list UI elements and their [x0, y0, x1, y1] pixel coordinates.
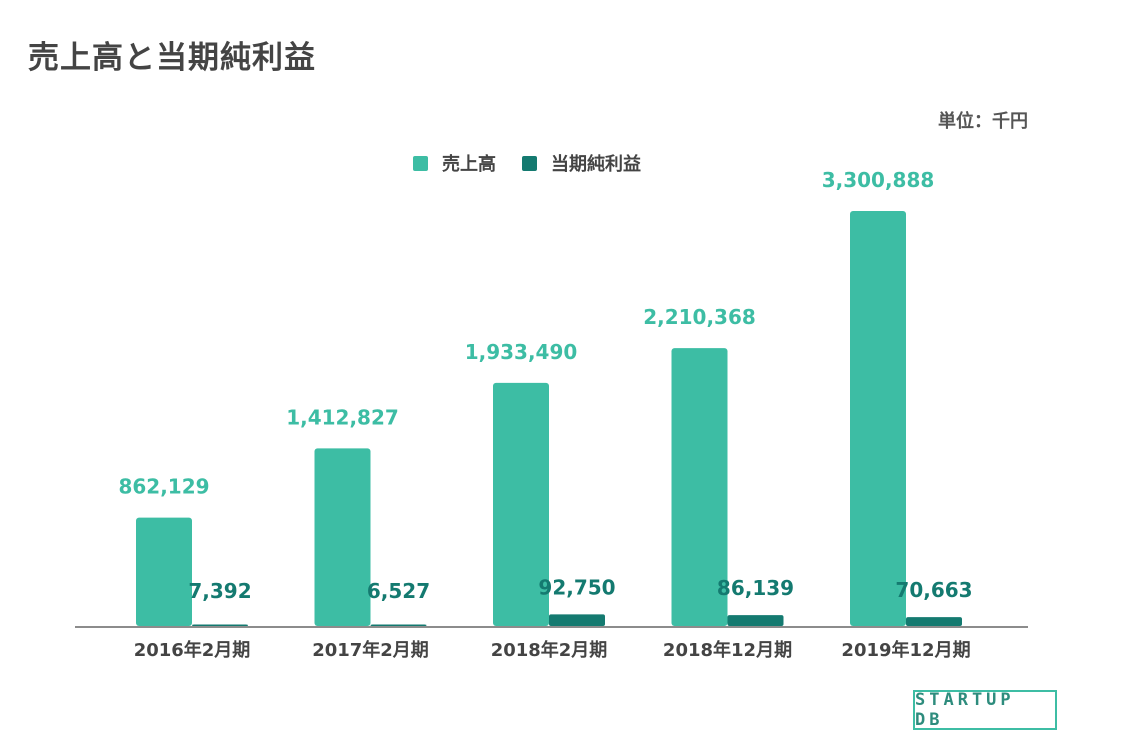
unit-label: 単位：千円: [938, 111, 1028, 132]
legend: 売上高 当期純利益: [413, 150, 667, 176]
data-label-net-income: 7,392: [188, 579, 251, 603]
x-tick-label: 2018年2月期: [491, 639, 608, 661]
legend-swatch-net-income: [522, 155, 537, 171]
data-label-net-income: 6,527: [367, 579, 430, 603]
bar-net-income: [906, 617, 962, 626]
x-tick-label: 2016年2月期: [134, 639, 251, 661]
bar-net-income: [549, 614, 605, 626]
bar-sales: [850, 211, 906, 626]
bar-net-income: [727, 615, 784, 626]
x-tick-label: 2017年2月期: [312, 639, 429, 661]
legend-swatch-sales: [413, 155, 428, 171]
data-label-net-income: 92,750: [538, 575, 615, 599]
data-label-sales: 862,129: [118, 475, 209, 499]
legend-item-sales: 売上高: [413, 150, 496, 176]
x-tick-label: 2018年12月期: [663, 639, 792, 661]
data-label-sales: 1,412,827: [286, 405, 399, 429]
bar-net-income: [192, 624, 248, 626]
bar-net-income: [370, 624, 427, 626]
legend-label-net-income: 当期純利益: [551, 154, 641, 175]
bar-sales: [136, 517, 192, 626]
data-label-sales: 3,300,888: [822, 168, 935, 192]
data-label-net-income: 70,663: [895, 578, 972, 602]
data-label-sales: 1,933,490: [465, 340, 578, 364]
bar-sales: [493, 382, 549, 626]
bar-sales: [671, 348, 728, 626]
page-title: 売上高と当期純利益: [28, 40, 316, 76]
x-tick-label: 2019年12月期: [841, 639, 970, 661]
data-label-net-income: 86,139: [717, 576, 794, 600]
legend-label-sales: 売上高: [442, 154, 496, 175]
legend-item-net-income: 当期純利益: [522, 150, 641, 176]
data-label-sales: 2,210,368: [643, 305, 756, 329]
bar-sales: [314, 448, 371, 626]
startup-db-logo: STARTUP DB: [913, 690, 1057, 730]
